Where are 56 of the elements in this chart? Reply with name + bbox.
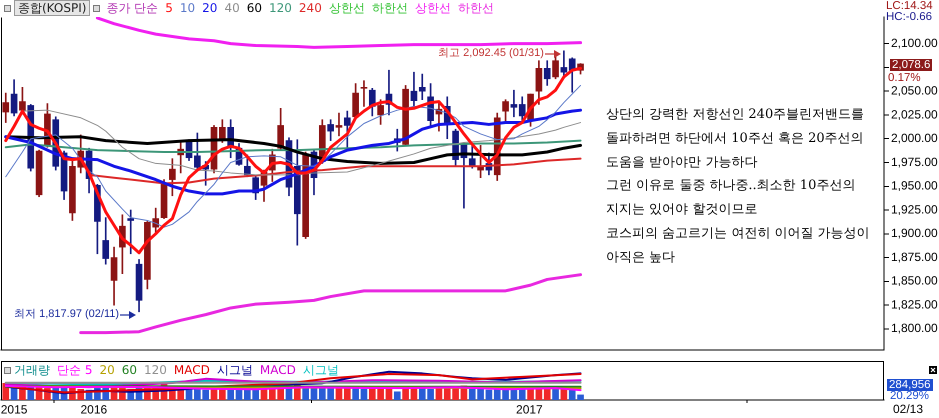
text: 10	[180, 1, 196, 15]
bar	[552, 388, 559, 400]
text: 20	[202, 1, 218, 15]
legend-label: 하한선	[372, 1, 408, 15]
text: 5	[165, 1, 173, 15]
text: 284,956	[887, 379, 933, 391]
chart-title: 거래량	[14, 363, 50, 377]
text: 2,078.6	[890, 59, 932, 71]
x-tick-label: 2017	[516, 402, 544, 417]
x-tick-label: 2015	[0, 402, 28, 417]
text: 120	[269, 1, 292, 15]
text: 40	[224, 1, 240, 15]
text: 0.17%	[888, 72, 921, 84]
y-tick-label: 2,000.00	[891, 131, 938, 146]
y-tick-label: 2,100.00	[891, 36, 938, 50]
y-tick-label: 1,825.00	[891, 297, 938, 312]
series-label: 120	[144, 363, 167, 377]
candlestick	[360, 80, 368, 107]
series-label: 60	[122, 363, 138, 377]
text: 하한선	[458, 1, 494, 15]
y-tick-label: 1,975.00	[891, 154, 938, 169]
text: HC:-0.66	[886, 11, 932, 23]
y-tick-label: 2,050.00	[891, 83, 938, 98]
legend-label: 상한선	[328, 1, 365, 15]
y-tick-label: 1,950.00	[891, 178, 938, 193]
bar	[468, 388, 476, 400]
annotation: 상단의 강력한 저항선인 240주블린저밴드를 돌파하려면 하단에서 10주선 혹은 20주선의 도움을 받아야만 가능하다 그런 이유로 둘중 하나중..최소한 10주선의 지지는 있어야 할것이므로 코스피의 숨고르기는 여전히 이어질 가능성이 아직은 높다	[606, 106, 870, 267]
bar	[327, 388, 334, 400]
y-tick-label: 1,925.00	[891, 202, 938, 216]
legend-title: 종가 단순	[106, 1, 158, 15]
candlestick	[336, 112, 342, 136]
series-label: MACD	[174, 363, 210, 377]
y-tick-label: 2,025.00	[891, 107, 938, 122]
bar	[418, 388, 426, 400]
x-tick-label: 2016	[80, 402, 108, 417]
bar	[394, 391, 401, 400]
series-label: 시그널	[302, 363, 339, 377]
series-label: 단순 5	[57, 363, 92, 377]
annotation: 최저 1,817.97 (02/11)	[14, 308, 120, 321]
text: 60	[246, 1, 262, 15]
text: LC:14.34	[886, 0, 933, 12]
series-label: 시그널	[216, 363, 253, 377]
annotation: 최고 2,092.45 (01/31)	[438, 46, 544, 60]
text: 240	[298, 1, 322, 15]
y-tick-label: 1,875.00	[891, 250, 938, 264]
text: 02/13	[893, 402, 924, 416]
y-tick-label: 1,800.00	[891, 321, 938, 336]
text: 20.29%	[890, 390, 930, 402]
y-tick-label: 1,850.00	[891, 274, 938, 288]
series-label: MACD	[260, 363, 296, 377]
chart-title: 종합(KOSPI)	[14, 0, 90, 16]
bar	[202, 390, 210, 400]
y-tick-label: 1,900.00	[891, 226, 938, 240]
text: 상한선	[414, 1, 451, 15]
series-label: 20	[99, 363, 115, 377]
bar	[427, 388, 434, 400]
